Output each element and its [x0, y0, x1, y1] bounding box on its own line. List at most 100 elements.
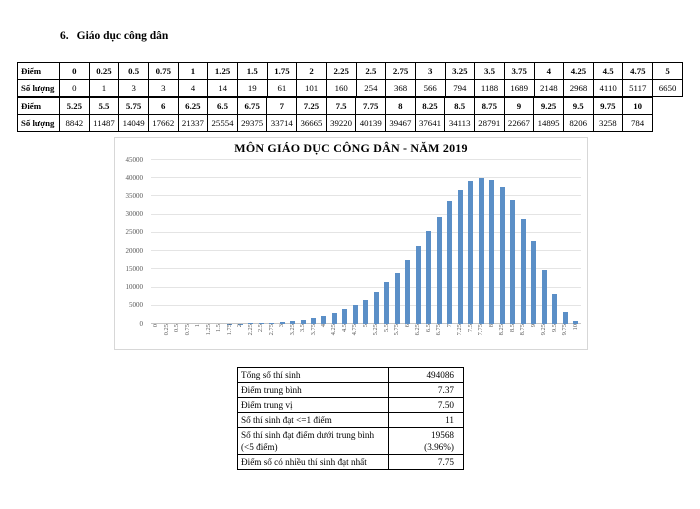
- count-cell: 29375: [236, 114, 268, 132]
- gridline: [151, 213, 581, 215]
- x-tick-label: 8.5: [508, 324, 516, 333]
- y-tick-label: 30000: [125, 210, 144, 219]
- bar-cell: [151, 160, 161, 324]
- score-cell: 3.25: [444, 62, 476, 80]
- gridline: [151, 159, 581, 160]
- bar-6.5: [426, 230, 432, 324]
- bar-8: [489, 180, 495, 324]
- bar-3.75: [311, 317, 316, 324]
- bar-4: [321, 316, 327, 324]
- x-tick-label: 9.5: [550, 324, 558, 333]
- x-tick-label: 7.5: [466, 324, 474, 333]
- summary-value-cell: 19568 (3.96%): [388, 427, 464, 455]
- score-cell: 9.5: [562, 97, 594, 115]
- bar-cell: [298, 160, 308, 324]
- score-cell: 7.5: [325, 97, 357, 115]
- summary-label-cell: Số thí sinh đạt <=1 điểm: [237, 412, 389, 428]
- x-tick: 1.5: [214, 324, 224, 348]
- x-tick: 2.75: [266, 324, 276, 348]
- bar-2.25: [248, 323, 254, 324]
- x-tick: 3.75: [308, 324, 318, 348]
- bar-cell: [434, 160, 444, 324]
- summary-label-line: Số thí sinh đạt điểm dưới trung bình: [241, 430, 375, 440]
- bar-cell: [413, 160, 423, 324]
- score-cell: 8.25: [414, 97, 446, 115]
- bar-cell: [424, 160, 434, 324]
- x-tick: 0: [151, 324, 161, 348]
- summary-label-cell: Điểm trung bình: [237, 382, 389, 398]
- x-tick: 8.25: [497, 324, 507, 348]
- bar-6.25: [415, 246, 421, 324]
- score-cell: 3.5: [474, 62, 505, 80]
- count-cell: 14895: [533, 114, 564, 132]
- x-tick-label: 1: [194, 324, 202, 328]
- bar-cell: [182, 160, 192, 324]
- x-tick-label: 0: [152, 324, 160, 328]
- score-cell: 2: [296, 62, 327, 80]
- bar-3.5: [300, 319, 306, 324]
- chart-plot-area: [151, 159, 581, 324]
- bar-cell: [277, 160, 287, 324]
- x-tick-label: 10: [571, 324, 579, 331]
- count-cell: 39220: [325, 114, 357, 132]
- score-cell: 8.75: [473, 97, 505, 115]
- x-tick: 2.5: [256, 324, 266, 348]
- score-cell: 6.25: [177, 97, 209, 115]
- count-cell: 61: [266, 79, 298, 97]
- summary-value-line: (3.96%): [424, 442, 454, 452]
- count-cell: 6650: [652, 79, 683, 97]
- bar-cell: [361, 160, 371, 324]
- x-tick-label: 7.25: [456, 324, 464, 336]
- x-tick-label: 2.5: [257, 324, 265, 333]
- count-cell: 5117: [622, 79, 654, 97]
- score-cell: 5.5: [88, 97, 120, 115]
- score-cell: 5: [652, 62, 683, 80]
- summary-label-line: Điểm trung bình: [241, 385, 302, 395]
- count-cell: 11487: [88, 114, 120, 132]
- count-cell: 2148: [533, 79, 565, 97]
- x-tick: 7.75: [476, 324, 486, 348]
- x-tick-label: 3.75: [309, 324, 317, 336]
- score-table-lower: Điểm 5.25 5.5 5.75 6 6.25 6.5 6.75 7 7.25 7.5 7.75 8…: [17, 97, 653, 132]
- score-cell: 5.75: [118, 97, 149, 115]
- x-tick-label: 8: [487, 324, 495, 328]
- section-number: 6.: [60, 30, 69, 42]
- bar-cell: [256, 160, 266, 324]
- bar-cell: [528, 160, 538, 324]
- y-tick-label: 0: [139, 319, 144, 328]
- gridline: [151, 195, 581, 197]
- summary-row: Số thí sinh đạt điểm dưới trung bình (<5 …: [237, 427, 464, 455]
- score-cell: 0.75: [147, 62, 179, 80]
- score-cell: 6: [147, 97, 179, 115]
- x-tick-label: 1.75: [225, 324, 233, 336]
- bar-cell: [497, 160, 507, 324]
- count-cell: 3: [118, 79, 149, 97]
- summary-value-cell: 7.50: [388, 397, 464, 413]
- score-cell: 5.25: [59, 97, 90, 115]
- bar-cell: [487, 160, 497, 324]
- summary-table: Tổng số thí sinh 494086 Điểm trung bình 7.3…: [237, 367, 464, 470]
- count-cell: 34113: [444, 114, 475, 132]
- bar-cell: [392, 160, 402, 324]
- x-tick-label: 5: [361, 324, 369, 328]
- x-tick: 10: [570, 324, 580, 348]
- x-tick: 5.5: [382, 324, 392, 348]
- score-cell: 7.25: [296, 97, 327, 115]
- score-cell: 2.25: [325, 62, 357, 80]
- bar-4.75: [352, 305, 358, 324]
- score-cell: 1.5: [236, 62, 268, 80]
- score-cell: 0.25: [88, 62, 120, 80]
- bar-5: [363, 299, 369, 324]
- x-tick: 1.75: [224, 324, 234, 348]
- x-tick: 3.5: [298, 324, 308, 348]
- x-tick: 6.25: [413, 324, 423, 348]
- summary-row: Số thí sinh đạt <=1 điểm 11: [237, 412, 464, 428]
- summary-label-cell: Điểm số có nhiều thí sinh đạt nhất: [237, 454, 389, 470]
- x-tick-label: 6.25: [414, 324, 422, 336]
- y-tick-label: 25000: [125, 228, 144, 237]
- x-tick: 9.5: [549, 324, 559, 348]
- bar-7.25: [457, 190, 463, 324]
- x-tick: 0.75: [182, 324, 192, 348]
- x-tick: 4.25: [329, 324, 339, 348]
- x-tick-label: 8.25: [498, 324, 506, 336]
